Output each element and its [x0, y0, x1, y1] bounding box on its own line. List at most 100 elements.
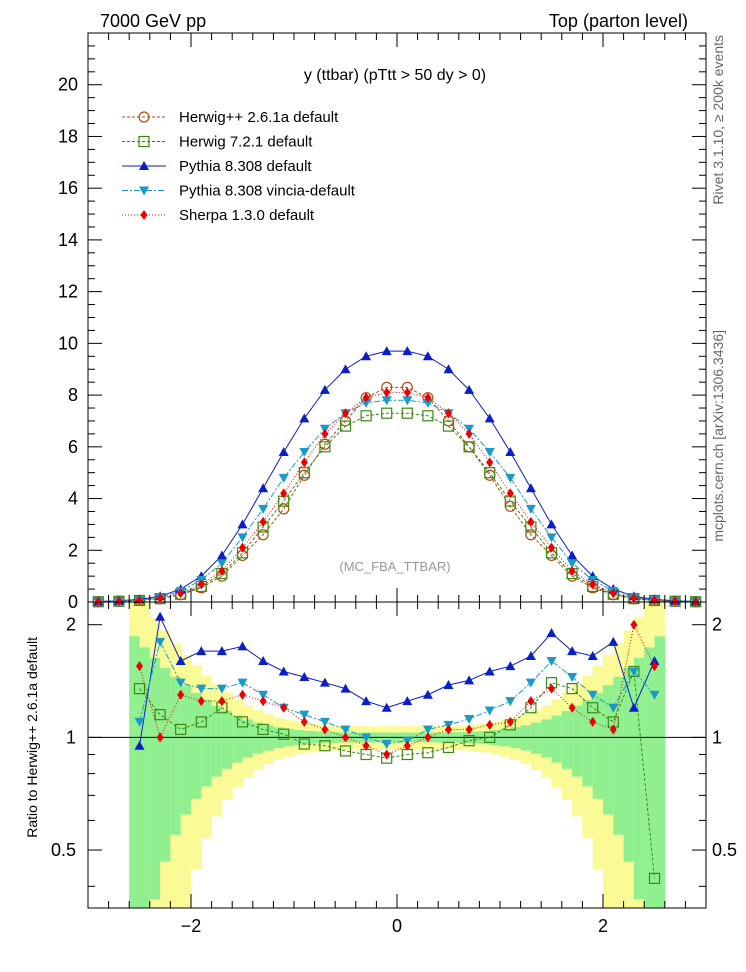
point-herwig7: [339, 420, 352, 432]
ratio-point-sherpa: [177, 689, 185, 700]
point-sherpa: [424, 392, 432, 403]
band-green: [170, 676, 182, 835]
ratio-point-herwig7: [587, 702, 599, 714]
ratio-point-pythia: [319, 677, 330, 687]
band-green: [129, 636, 140, 908]
ratio-point-vincia: [319, 717, 330, 727]
band-green: [252, 722, 264, 754]
ratio-point-vincia: [175, 678, 186, 688]
legend-marker-herwigpp: [138, 111, 150, 123]
ratio-point-vincia: [587, 690, 598, 700]
main-y-tick-label: 16: [58, 178, 78, 198]
main-y-tick-label: 8: [68, 385, 78, 405]
ratio-point-sherpa: [465, 724, 473, 735]
main-y-tick-label: 10: [58, 333, 78, 353]
ratio-x-tick-label: 0: [392, 916, 402, 936]
ratio-x-tick-label: 2: [598, 916, 608, 936]
band-green: [572, 705, 583, 777]
point-vincia: [422, 398, 433, 408]
point-sherpa: [177, 588, 185, 599]
ratio-point-herwig7: [360, 748, 372, 761]
point-herwigpp: [298, 469, 310, 481]
point-sherpa: [156, 593, 164, 604]
point-pythia: [381, 346, 392, 356]
point-vincia: [278, 473, 289, 483]
point-herwig7: [484, 467, 496, 479]
band-green: [654, 636, 666, 908]
ratio-point-vincia: [381, 740, 392, 750]
ratio-point-vincia: [567, 672, 578, 682]
ratio-point-vincia: [525, 678, 536, 688]
ratio-y-tick-label-left: 1: [66, 727, 76, 747]
series-line-herwig7: [98, 412, 696, 603]
ratio-point-pythia: [134, 740, 145, 750]
ratio-point-sherpa: [342, 732, 349, 743]
point-pythia: [237, 519, 248, 529]
ratio-point-pythia: [155, 611, 166, 621]
ratio-point-vincia: [546, 656, 557, 666]
point-sherpa: [651, 595, 658, 606]
band-green: [644, 647, 655, 908]
point-pythia: [484, 413, 495, 423]
point-pythia: [567, 550, 578, 560]
watermark: (MC_FBA_TTBAR): [339, 559, 450, 574]
ratio-point-herwig7: [566, 682, 578, 695]
point-sherpa: [362, 392, 370, 403]
ratio-point-pythia: [237, 641, 248, 651]
band-green: [191, 692, 202, 799]
ratio-point-sherpa: [486, 719, 494, 730]
point-sherpa: [321, 428, 329, 439]
point-sherpa: [609, 588, 617, 599]
point-pythia: [340, 364, 351, 374]
ratio-point-pythia: [196, 646, 207, 656]
ratio-point-herwig7: [422, 747, 434, 759]
ratio-line-pythia: [139, 615, 655, 746]
band-green: [530, 722, 542, 754]
point-herwig7: [442, 420, 455, 432]
point-sherpa: [630, 593, 638, 604]
legend: Herwig++ 2.6.1a default Herwig 7.2.1 defa…: [122, 109, 356, 224]
band-green: [139, 647, 151, 908]
ratio-point-sherpa: [568, 702, 576, 713]
band-green: [551, 715, 563, 763]
point-pythia: [216, 550, 227, 560]
ratio-point-sherpa: [548, 683, 555, 694]
point-sherpa: [197, 579, 205, 590]
main-y-tick-label: 14: [58, 230, 78, 250]
main-y-tick-label: 0: [68, 592, 78, 612]
point-herwig7: [319, 441, 331, 453]
main-y-tick-label: 4: [68, 489, 78, 509]
point-sherpa: [445, 408, 452, 419]
ratio-point-pythia: [299, 671, 310, 681]
point-sherpa: [136, 595, 143, 606]
point-herwig7: [463, 441, 475, 453]
legend-label-pythia: Pythia 8.308 default: [179, 158, 312, 175]
point-herwig7: [422, 410, 434, 422]
main-y-tick-label: 20: [58, 75, 78, 95]
point-pythia: [505, 446, 516, 456]
ratio-point-sherpa: [280, 702, 288, 713]
point-sherpa: [280, 488, 288, 499]
band-green: [582, 699, 594, 787]
ratio-point-pythia: [258, 655, 269, 665]
ratio-point-sherpa: [506, 716, 514, 727]
legend-label-herwigpp: Herwig++ 2.6.1a default: [179, 109, 339, 126]
legend-label-herwig7: Herwig 7.2.1 default: [179, 134, 313, 151]
point-herwigpp: [463, 441, 475, 453]
ratio-point-herwig7: [154, 709, 166, 721]
ratio-point-sherpa: [321, 724, 329, 735]
point-sherpa: [671, 596, 679, 607]
band-green: [149, 657, 161, 900]
ratio-point-pythia: [546, 628, 557, 638]
band-green: [623, 667, 635, 862]
ratio-point-herwig7: [236, 716, 249, 728]
point-sherpa: [568, 565, 576, 576]
ratio-y-tick-label-left: 0.5: [51, 840, 76, 860]
ratio-point-pythia: [175, 655, 186, 665]
ratio-point-vincia: [237, 678, 248, 688]
ratio-point-vincia: [258, 690, 269, 700]
ratio-point-pythia: [216, 646, 227, 656]
main-y-tick-label: 6: [68, 437, 78, 457]
